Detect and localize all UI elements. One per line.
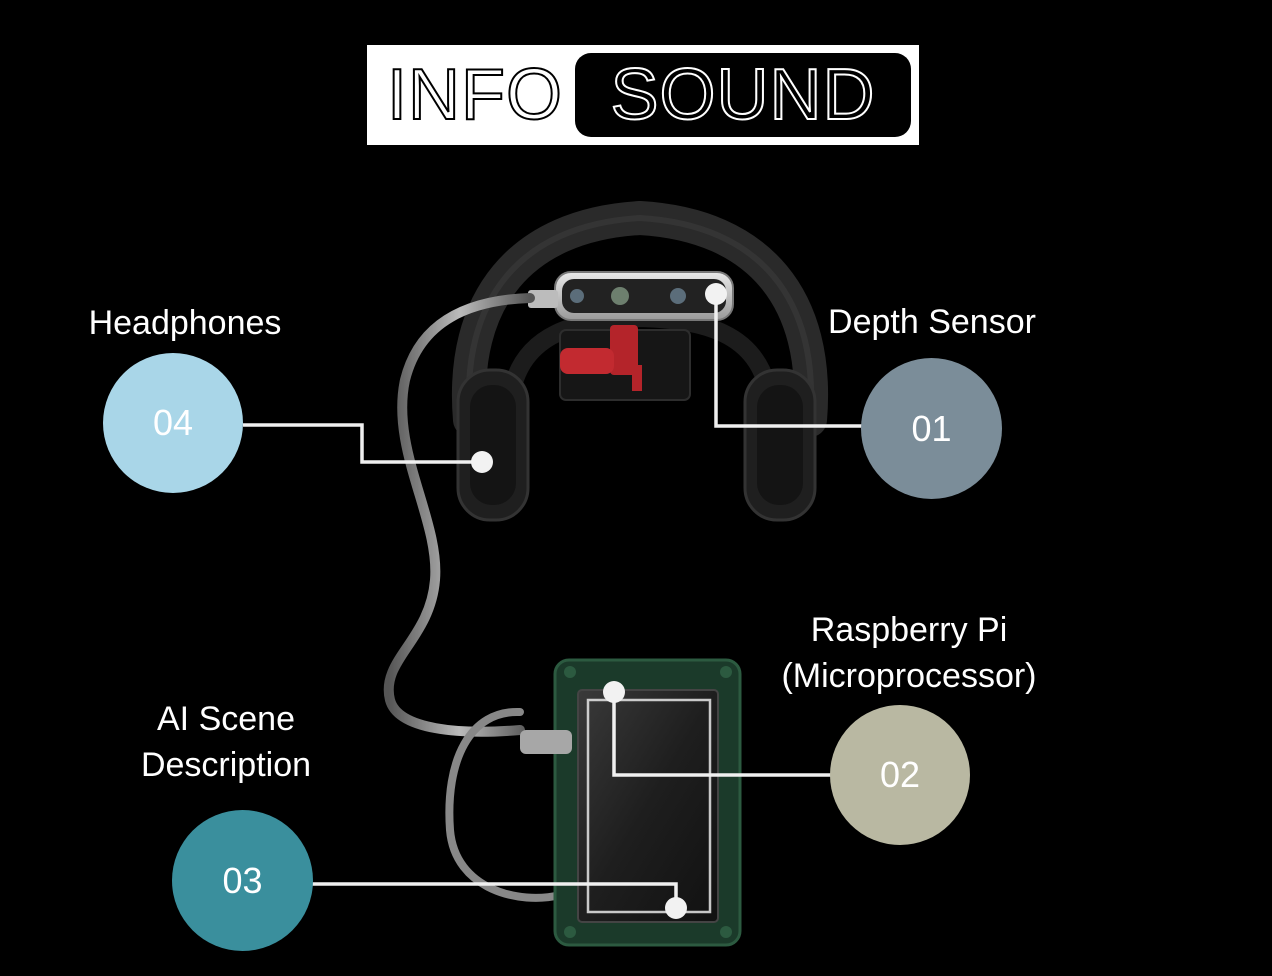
circle-04: 04 (103, 353, 243, 493)
callout-dot-02 (603, 681, 625, 703)
callout-line-02 (612, 692, 832, 777)
logo-info-text: INFO (386, 54, 563, 136)
label-ai-scene-line1: AI Scene (157, 700, 295, 738)
headphones-illustration (452, 200, 828, 522)
callout-line-01 (714, 294, 865, 428)
label-depth-sensor: Depth Sensor (828, 303, 1036, 341)
infosound-logo: INFO SOUND (367, 45, 919, 145)
label-raspberry-pi-line2: (Microprocessor) (781, 657, 1037, 695)
callout-dots (471, 283, 727, 919)
callout-dot-04 (471, 451, 493, 473)
depth-sensor-illustration (528, 271, 734, 321)
label-headphones: Headphones (88, 304, 282, 342)
circle-01: 01 (861, 358, 1002, 499)
callout-line-04 (243, 423, 482, 464)
circle-02: 02 (830, 705, 970, 845)
label-raspberry-pi-line1: Raspberry Pi (810, 611, 1008, 649)
cable-illustration-lower (445, 707, 564, 902)
cable-illustration (383, 293, 535, 737)
raspberry-pi-illustration (520, 658, 742, 947)
callout-dot-03 (665, 897, 687, 919)
callout-dot-01 (705, 283, 727, 305)
logo-sound-box: SOUND (575, 53, 911, 137)
label-ai-scene-line2: Description (140, 746, 312, 784)
logo-sound-text: SOUND (609, 54, 876, 136)
circle-03: 03 (172, 810, 313, 951)
